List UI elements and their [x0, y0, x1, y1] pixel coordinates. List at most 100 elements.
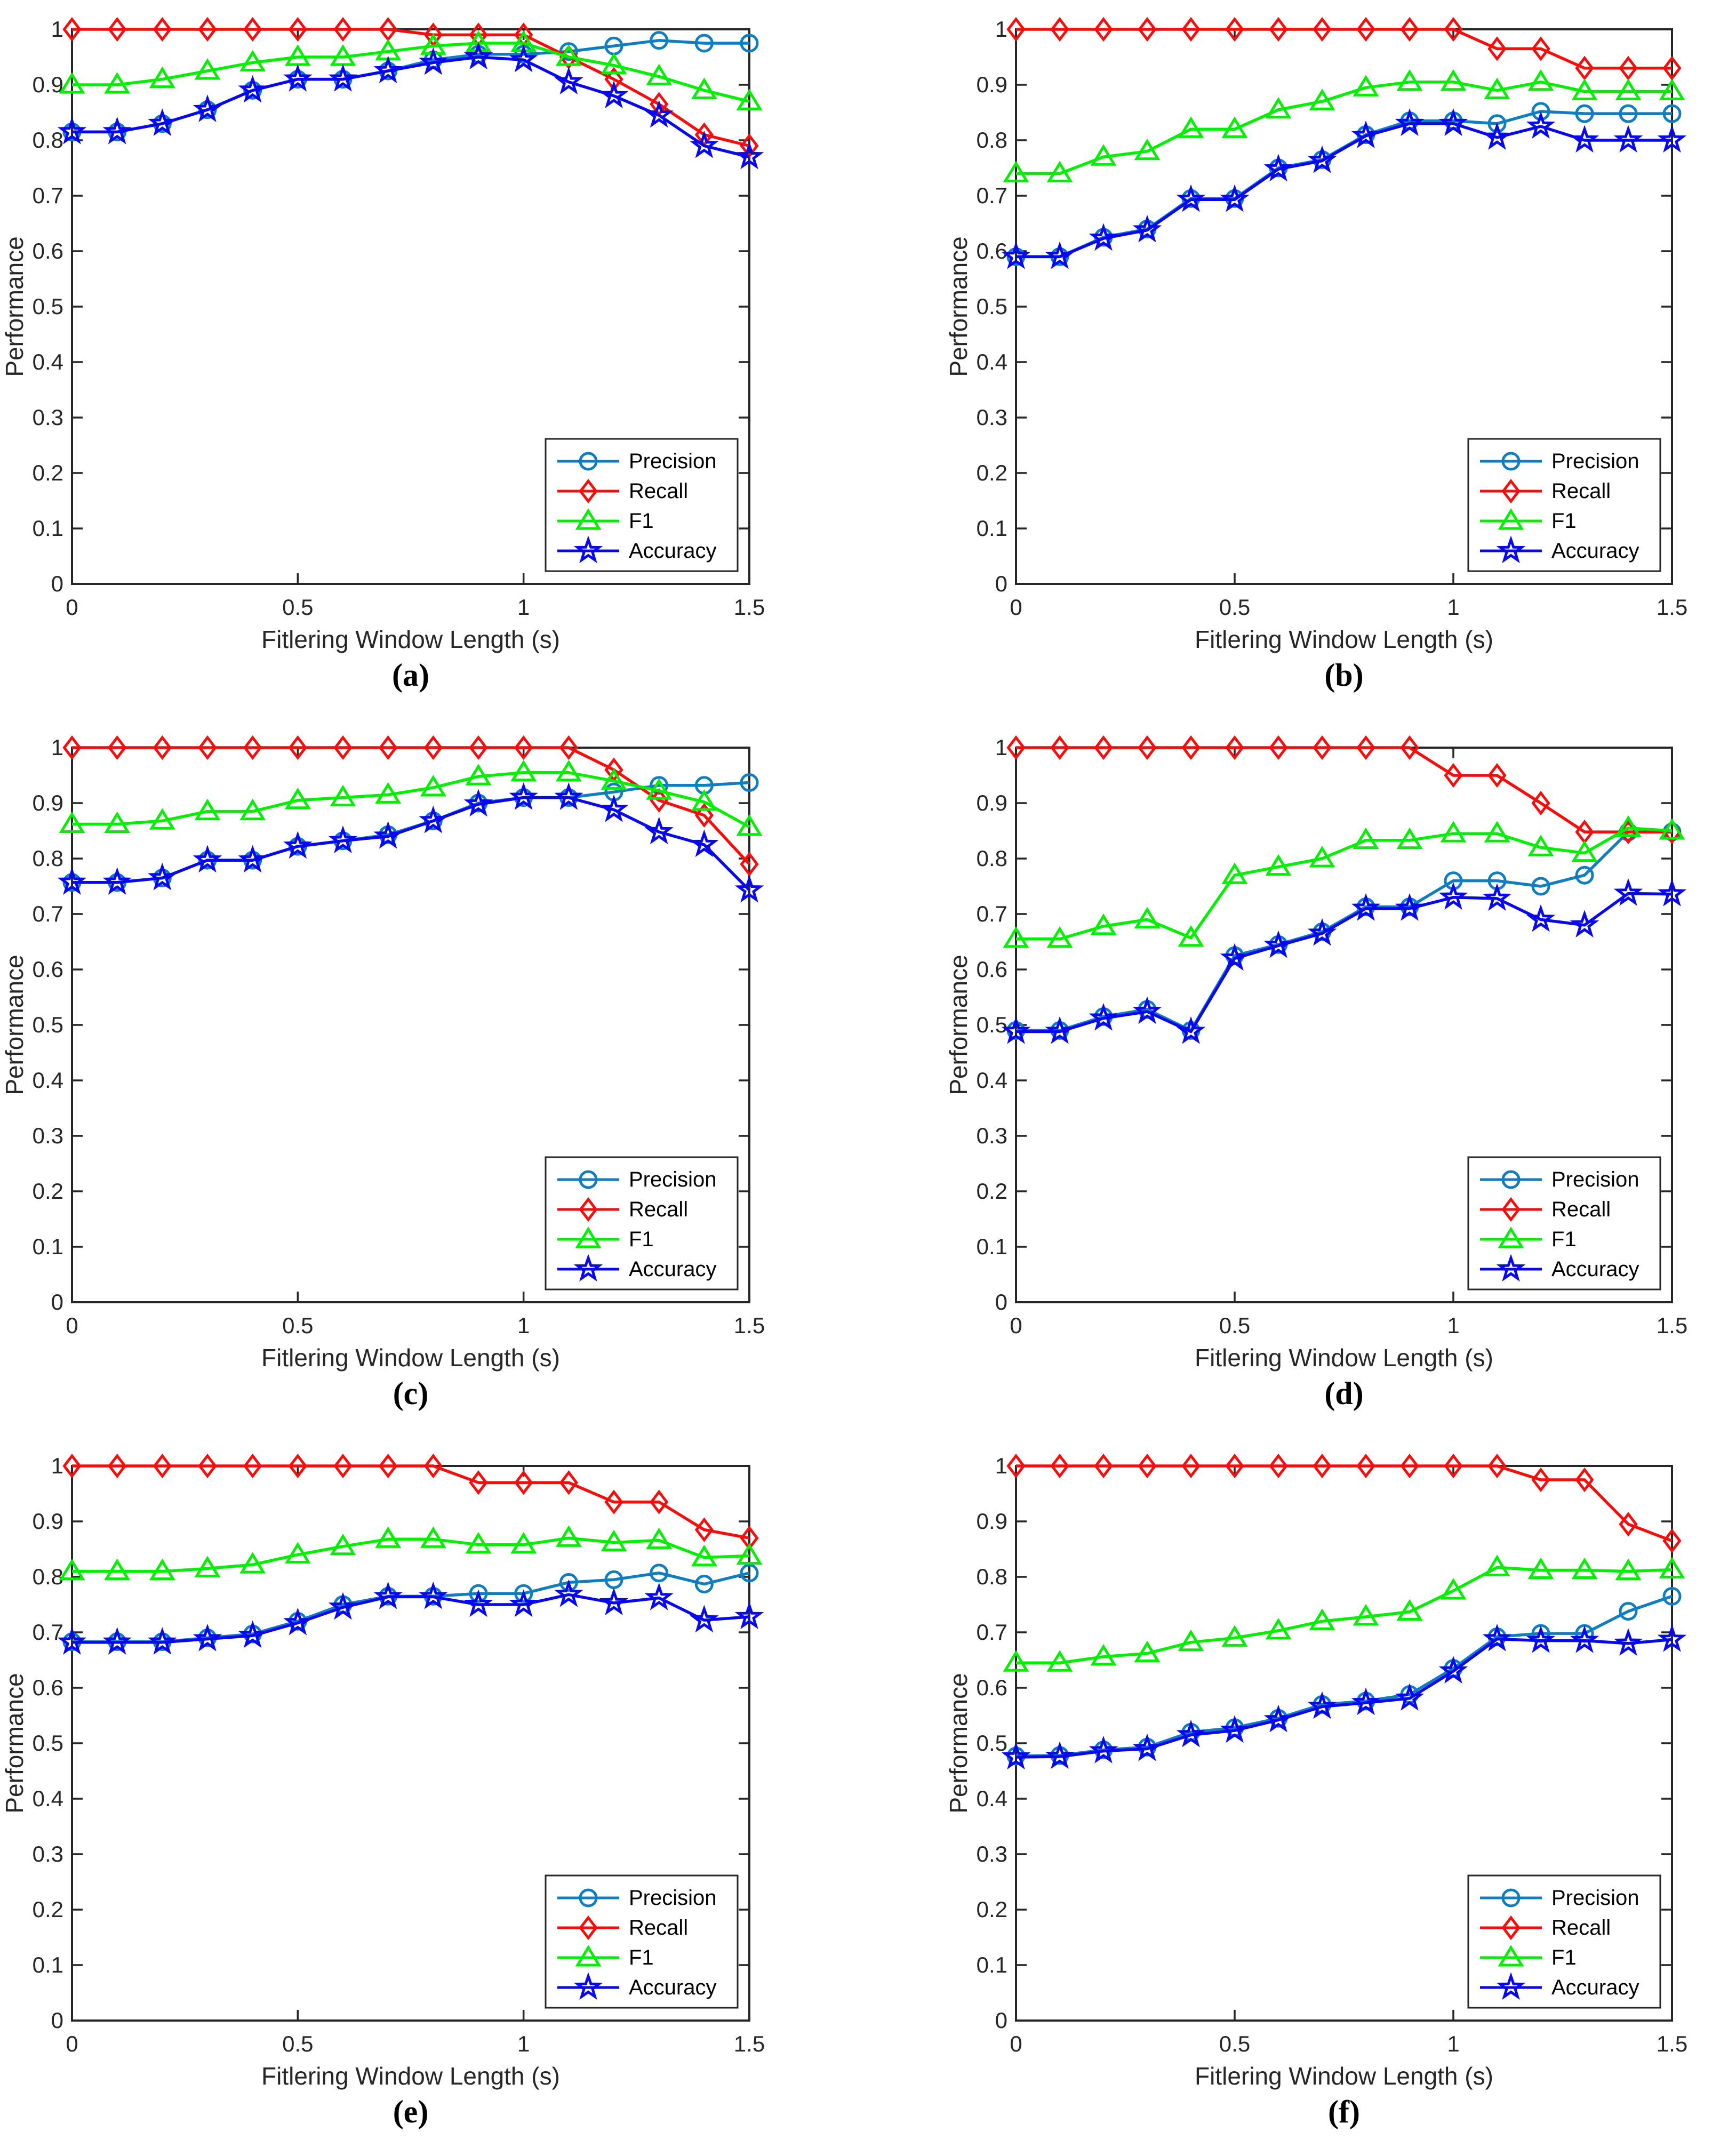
y-tick-label: 0.8: [33, 127, 63, 153]
y-tick-label: 0.9: [977, 72, 1007, 97]
series-recall-markers: [62, 735, 759, 877]
legend-label-accuracy: Accuracy: [629, 1257, 717, 1281]
series-f1: [1003, 1554, 1685, 1672]
chart-b-caption: (b): [1324, 658, 1364, 693]
y-tick-label: 0.8: [33, 846, 63, 871]
x-axis-title: Fitlering Window Length (s): [1195, 2062, 1493, 2090]
y-axis: 0 0.1 0.2 0.3 0.4 0.5 0.6 0.7 0.8 0.9 1: [33, 1453, 749, 2033]
y-tick-label: 0.9: [977, 1509, 1007, 1534]
y-tick-label: 0.9: [33, 72, 63, 97]
y-axis: 0 0.1 0.2 0.3 0.4 0.5 0.6 0.7 0.8 0.9 1: [977, 1453, 1672, 2033]
series-recall: [1006, 735, 1682, 845]
y-tick-label: 0.5: [33, 294, 63, 319]
y-tick-label: 0: [51, 571, 63, 596]
series-f1-line: [1016, 81, 1672, 175]
x-axis-title: Fitlering Window Length (s): [261, 626, 560, 653]
chart-d: 0 0.5 1 1.5 0 0.1 0.2 0.3 0.4 0.5 0.6 0.7 0.8 0.9 1 Fit…: [864, 718, 1728, 1437]
legend-label-accuracy: Accuracy: [1551, 1257, 1639, 1281]
x-tick-label: 1.5: [1657, 2031, 1687, 2056]
series-f1: [59, 759, 763, 836]
y-tick-label: 0.8: [977, 846, 1007, 871]
series-precision: [1006, 1586, 1682, 1766]
legend-label-recall: Recall: [1551, 479, 1611, 503]
series-accuracy-markers: [1001, 1623, 1687, 1770]
y-tick-label: 0: [995, 2008, 1007, 2033]
series-recall-markers: [1006, 735, 1682, 845]
y-tick-label: 0.4: [977, 1786, 1007, 1811]
y-tick-label: 0.3: [33, 1123, 63, 1148]
series-f1-markers: [1003, 1554, 1685, 1672]
y-tick-label: 0.4: [33, 1068, 63, 1093]
y-tick-label: 0.1: [977, 1234, 1007, 1259]
y-tick-label: 0.6: [977, 1675, 1007, 1700]
legend-label-f1: F1: [1551, 509, 1577, 533]
legend: Precision Recall F1 Accuracy: [1467, 1156, 1661, 1291]
series-accuracy: [1001, 108, 1687, 269]
legend-label-precision: Precision: [1551, 1168, 1639, 1191]
y-tick-label: 0.5: [977, 1730, 1007, 1756]
x-axis-title: Fitlering Window Length (s): [261, 1344, 560, 1372]
y-tick-label: 0.6: [977, 957, 1007, 982]
series-f1-line: [72, 1536, 750, 1573]
legend-label-accuracy: Accuracy: [1551, 1976, 1639, 1999]
y-axis-title: Performance: [945, 236, 972, 376]
y-tick-label: 0.5: [33, 1012, 63, 1037]
legend-label-recall: Recall: [629, 1916, 688, 1939]
y-tick-label: 0.1: [33, 516, 63, 541]
chart-f-canvas: 0 0.5 1 1.5 0 0.1 0.2 0.3 0.4 0.5 0.6 0.7 0.8 0.9 1 Fit…: [945, 1453, 1687, 2090]
series-accuracy-markers: [57, 42, 764, 170]
series-recall-markers: [1006, 1453, 1682, 1553]
y-tick-label: 0.5: [977, 1012, 1007, 1037]
y-tick-label: 0.7: [33, 183, 63, 208]
y-tick-label: 0.2: [977, 1179, 1007, 1204]
series-accuracy-line: [72, 1593, 750, 1644]
y-axis-title: Performance: [945, 1673, 972, 1813]
x-tick-label: 0.5: [282, 2031, 313, 2056]
x-tick-label: 1.5: [734, 1313, 765, 1338]
x-tick-label: 0.5: [1219, 595, 1250, 620]
y-tick-label: 0.1: [33, 1234, 63, 1259]
series-recall: [62, 1453, 759, 1551]
y-tick-label: 0.6: [977, 238, 1007, 263]
x-tick-label: 1: [517, 2031, 530, 2056]
y-axis-title: Performance: [1, 955, 28, 1095]
series-recall-line: [1016, 746, 1672, 833]
chart-d-canvas: 0 0.5 1 1.5 0 0.1 0.2 0.3 0.4 0.5 0.6 0.7 0.8 0.9 1 Fit…: [945, 735, 1687, 1372]
y-tick-label: 0.2: [977, 1897, 1007, 1922]
chart-e-canvas: 0 0.5 1 1.5 0 0.1 0.2 0.3 0.4 0.5 0.6 0.7 0.8 0.9 1 Fit…: [1, 1453, 765, 2090]
y-tick-label: 0.6: [33, 1675, 63, 1700]
chart-c: 0 0.5 1 1.5 0 0.1 0.2 0.3 0.4 0.5 0.6 0.7 0.8 0.9 1 Fit…: [0, 718, 864, 1437]
y-tick-label: 1: [995, 735, 1007, 760]
series-recall-line: [72, 28, 750, 148]
y-tick-label: 0.9: [33, 790, 63, 815]
x-tick-label: 1.5: [1657, 595, 1687, 620]
series-recall-markers: [1006, 17, 1682, 81]
legend: Precision Recall F1 Accuracy: [545, 1156, 739, 1291]
chart-e: 0 0.5 1 1.5 0 0.1 0.2 0.3 0.4 0.5 0.6 0.7 0.8 0.9 1 Fit…: [0, 1437, 864, 2155]
y-tick-label: 0.9: [33, 1509, 63, 1534]
series-accuracy-line: [1016, 122, 1672, 259]
x-axis: 0 0.5 1 1.5: [1010, 29, 1687, 620]
legend-box: [1467, 438, 1661, 572]
y-tick-label: 0.3: [33, 405, 63, 430]
series-recall: [62, 735, 759, 877]
series-f1-line: [72, 42, 750, 103]
series-accuracy-markers: [1001, 878, 1687, 1044]
y-tick-label: 0: [51, 1289, 63, 1315]
series-f1: [1003, 69, 1685, 182]
y-axis: 0 0.1 0.2 0.3 0.4 0.5 0.6 0.7 0.8 0.9 1: [977, 17, 1672, 596]
legend-label-precision: Precision: [1551, 1886, 1639, 1910]
legend-label-f1: F1: [629, 1228, 654, 1251]
y-tick-label: 0.6: [33, 238, 63, 263]
y-axis: 0 0.1 0.2 0.3 0.4 0.5 0.6 0.7 0.8 0.9 1: [33, 17, 749, 596]
y-tick-label: 0.6: [33, 957, 63, 982]
y-tick-label: 0.7: [977, 901, 1007, 926]
x-axis-title: Fitlering Window Length (s): [1195, 1344, 1493, 1372]
x-axis: 0 0.5 1 1.5: [1010, 748, 1687, 1338]
y-tick-label: 0.5: [33, 1730, 63, 1756]
legend-label-precision: Precision: [1551, 450, 1639, 473]
y-tick-label: 0.8: [977, 1564, 1007, 1589]
legend-label-precision: Precision: [629, 1168, 717, 1191]
y-tick-label: 0.5: [977, 294, 1007, 319]
y-tick-label: 0.4: [33, 349, 63, 374]
